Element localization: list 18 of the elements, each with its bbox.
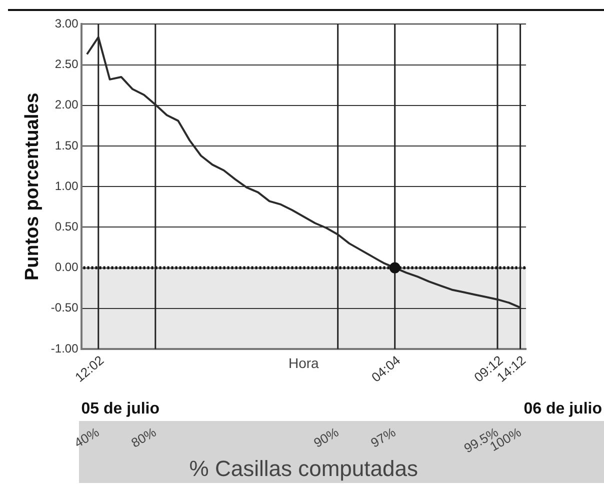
y-tick-label: 0.50 — [54, 220, 79, 234]
y-tick-label: -1.00 — [50, 341, 79, 356]
y-tick-label: 3.00 — [54, 16, 79, 31]
y-tick-label: 1.00 — [54, 178, 79, 193]
y-tick-label: 1.50 — [54, 138, 79, 152]
y-axis-title: Puntos porcentuales — [22, 92, 43, 281]
text: 06 de julio — [524, 400, 602, 418]
x-tick-label: 90% — [311, 424, 342, 450]
text: Hora — [288, 354, 320, 371]
text: 05 de julio — [81, 400, 160, 418]
y-tick-label: 0.00 — [54, 260, 79, 274]
x-tick-label: 80% — [128, 424, 160, 450]
x-tick-label: 97% — [368, 424, 399, 450]
x-axis-title: % Casillas computadas — [189, 456, 418, 481]
y-tick-label: -0.50 — [50, 300, 79, 315]
y-tick-label: 2.00 — [54, 98, 79, 112]
y-tick-label: 2.50 — [54, 57, 79, 72]
x-tick-label: 40% — [72, 424, 102, 450]
